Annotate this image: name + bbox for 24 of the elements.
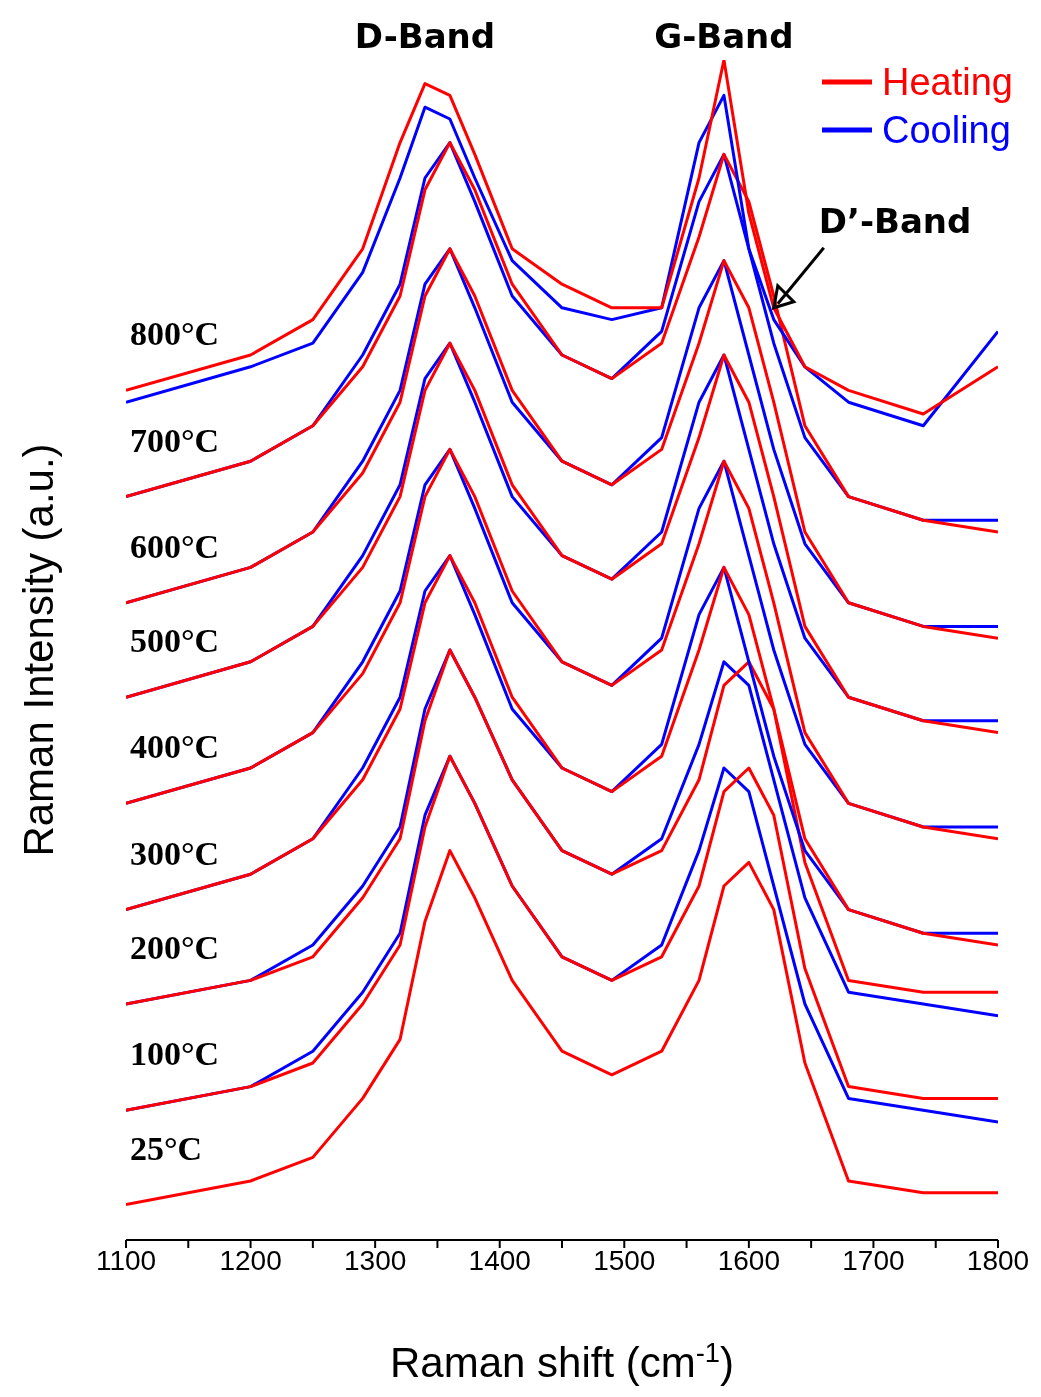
annotation: D-Band bbox=[354, 16, 496, 56]
x-tick-label: 1500 bbox=[593, 1244, 656, 1276]
annotation: 700°C bbox=[130, 421, 220, 459]
x-tick-label: 1800 bbox=[966, 1244, 1030, 1276]
annotation: 600°C bbox=[130, 527, 220, 565]
annotation: G-Band bbox=[654, 16, 794, 56]
x-tick-label: 1600 bbox=[717, 1244, 781, 1276]
x-tick-label: 1100 bbox=[95, 1244, 157, 1276]
x-tick-label: 1700 bbox=[842, 1244, 905, 1276]
y-axis-title: Raman Intensity (a.u.) bbox=[15, 443, 62, 857]
annotation: 400°C bbox=[130, 728, 220, 766]
legend-label: Cooling bbox=[882, 108, 1011, 153]
annotation: 500°C bbox=[130, 622, 220, 660]
legend-label: Heating bbox=[882, 60, 1013, 105]
annotation: 25°C bbox=[130, 1129, 203, 1167]
x-tick-label: 1200 bbox=[219, 1244, 282, 1276]
annotation: D’-Band bbox=[818, 200, 972, 241]
annotation: 100°C bbox=[130, 1035, 220, 1073]
x-axis-title: Raman shift (cm$^{-1}$) bbox=[389, 1336, 735, 1386]
annotation: 200°C bbox=[130, 929, 220, 966]
annotation: 300°C bbox=[130, 834, 220, 872]
x-tick-label: 1400 bbox=[468, 1244, 531, 1276]
annotation: 800°C bbox=[130, 315, 220, 353]
x-tick-label: 1300 bbox=[343, 1244, 407, 1276]
